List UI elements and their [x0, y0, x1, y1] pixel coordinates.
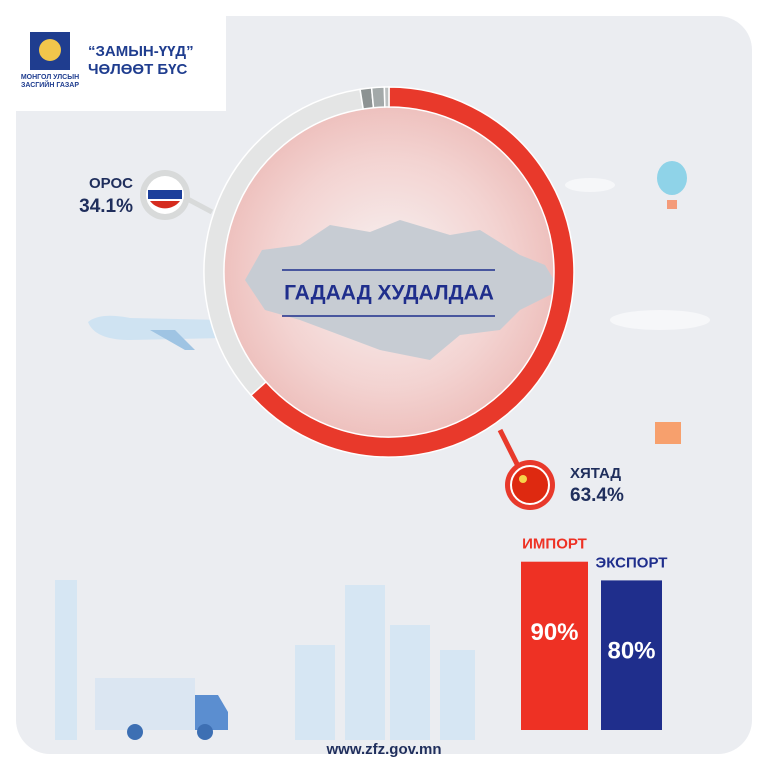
emblem-center	[39, 39, 61, 61]
donut-segment	[383, 86, 390, 108]
bar	[521, 561, 588, 730]
donut-title: ГАДААД ХУДАЛДАА	[284, 282, 494, 305]
skyline	[55, 580, 475, 740]
truck	[95, 678, 228, 740]
flag-stripe	[148, 190, 182, 199]
cloud	[565, 178, 615, 192]
map-silhouette	[245, 220, 560, 360]
balloon	[657, 161, 687, 209]
brand-text: “ЗАМЫН-ҮҮД”	[88, 43, 194, 60]
cloud	[610, 310, 710, 330]
flag-star	[519, 475, 527, 483]
category-label: ОРОС	[89, 175, 133, 192]
value-label: 80%	[607, 638, 655, 665]
flag	[510, 465, 550, 505]
bar	[601, 580, 662, 730]
category-label: ИМПОРТ	[522, 536, 587, 553]
value-label: 63.4%	[570, 485, 624, 506]
gift	[655, 422, 681, 444]
airplane	[88, 315, 233, 350]
website: www.zfz.gov.mn	[326, 741, 442, 758]
logo-text: ЗАСГИЙН ГАЗАР	[21, 80, 79, 89]
flag-stripe	[150, 201, 180, 209]
value-label: 34.1%	[79, 196, 133, 217]
value-label: 90%	[530, 619, 578, 646]
logo-text: МОНГОЛ УЛСЫН	[21, 74, 79, 81]
donut-segment	[370, 86, 386, 109]
category-label: ЭКСПОРТ	[596, 554, 668, 571]
brand-text: ЧӨЛӨӨТ БҮС	[88, 61, 188, 78]
category-label: ХЯТАД	[570, 465, 621, 482]
